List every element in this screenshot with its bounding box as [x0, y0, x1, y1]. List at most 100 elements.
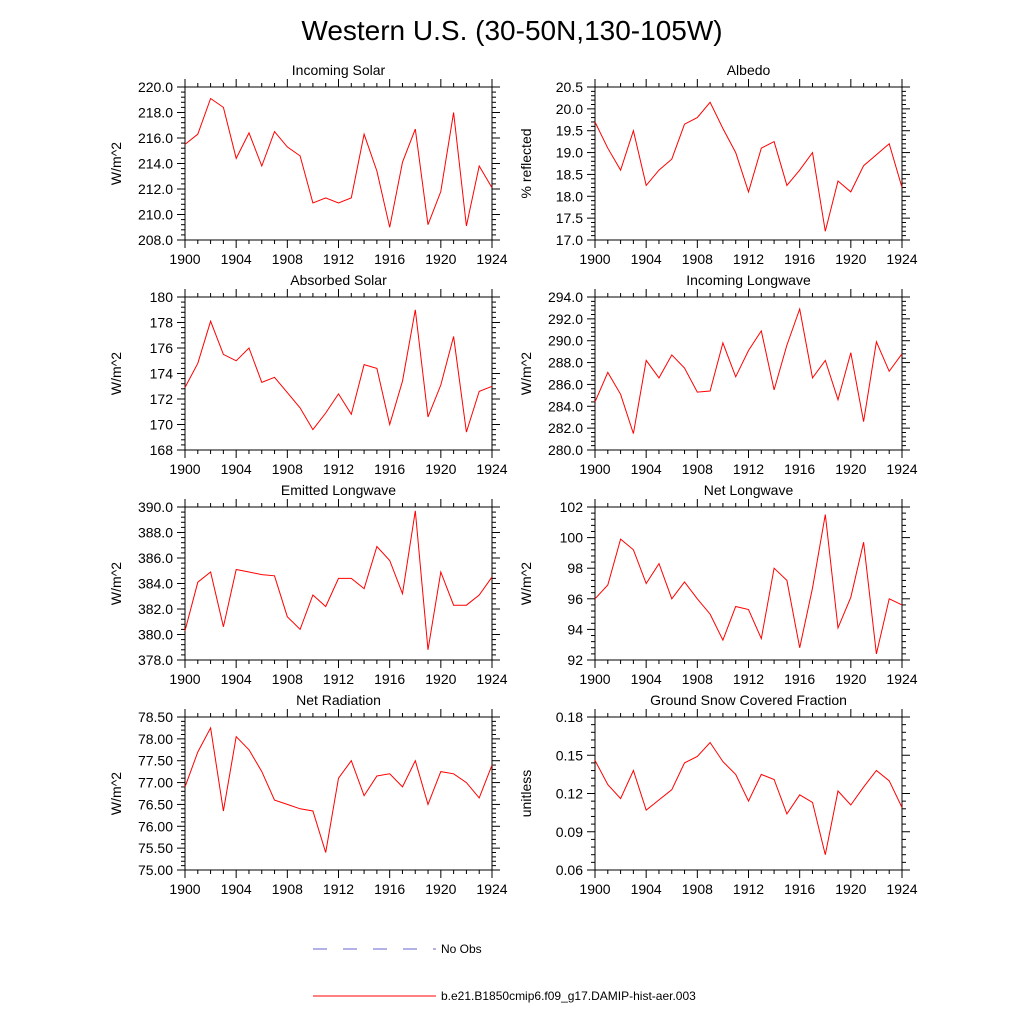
series-line — [184, 97, 493, 228]
legend: No Obs b.e21.B1850cmip6.f09_g17.DAMIP-hi… — [313, 942, 696, 1003]
chart-panel-0: 1900 1904 1908 1912 1916 1920 1924 208.0 210.0 21… — [108, 62, 508, 267]
x-tick-label: 1924 — [886, 671, 917, 687]
panel-title: Emitted Longwave — [281, 482, 396, 498]
x-tick-label: 1912 — [323, 881, 354, 897]
x-tick-label: 1908 — [682, 461, 713, 477]
y-tick-label: 378.0 — [138, 652, 173, 668]
y-axis-label: unitless — [518, 770, 534, 817]
y-tick-label: 384.0 — [138, 576, 173, 592]
chart-panel-3: 1900 1904 1908 1912 1916 1920 1924 280.0 282.0 28… — [518, 272, 918, 477]
x-tick-label: 1912 — [733, 251, 764, 267]
chart-panel-7: 1900 1904 1908 1912 1916 1920 1924 0.06 0.09 0.12… — [518, 692, 918, 897]
x-tick-label: 1924 — [886, 251, 917, 267]
y-tick-label: 292.0 — [548, 311, 583, 327]
y-tick-label: 96 — [567, 591, 583, 607]
y-tick-label: 174 — [150, 366, 174, 382]
x-tick-label: 1900 — [579, 461, 610, 477]
chart-panel-4: 1900 1904 1908 1912 1916 1920 1924 378.0 380.0 38… — [108, 482, 508, 687]
y-tick-label: 388.0 — [138, 525, 173, 541]
y-tick-label: 214.0 — [138, 156, 173, 172]
x-tick-label: 1912 — [323, 461, 354, 477]
x-tick-label: 1920 — [425, 251, 456, 267]
panel-title: Incoming Longwave — [686, 272, 811, 288]
series-line — [594, 514, 903, 655]
x-tick-label: 1900 — [579, 671, 610, 687]
y-tick-label: 78.50 — [138, 709, 173, 725]
y-tick-label: 0.12 — [556, 786, 583, 802]
x-tick-label: 1920 — [835, 881, 866, 897]
y-axis-label: W/m^2 — [518, 352, 534, 395]
x-tick-label: 1924 — [476, 251, 507, 267]
panel-title: Ground Snow Covered Fraction — [650, 692, 847, 708]
x-tick-label: 1920 — [425, 671, 456, 687]
chart-panel-6: 1900 1904 1908 1912 1916 1920 1924 75.00 75.50 76… — [108, 692, 508, 897]
y-tick-label: 76.00 — [138, 818, 173, 834]
x-tick-label: 1920 — [835, 671, 866, 687]
x-tick-label: 1920 — [835, 461, 866, 477]
y-tick-label: 280.0 — [548, 442, 583, 458]
chart-panel-1: 1900 1904 1908 1912 1916 1920 1924 17.0 17.5 18.0… — [518, 62, 918, 267]
y-tick-label: 172 — [150, 391, 174, 407]
y-tick-label: 294.0 — [548, 289, 583, 305]
y-tick-label: 19.0 — [556, 145, 583, 161]
panel-title: Net Longwave — [704, 482, 794, 498]
y-tick-label: 78.00 — [138, 731, 173, 747]
x-tick-label: 1908 — [272, 671, 303, 687]
y-axis-label: W/m^2 — [518, 562, 534, 605]
x-tick-label: 1900 — [579, 251, 610, 267]
y-tick-label: 19.5 — [556, 123, 583, 139]
panel-title: Net Radiation — [296, 692, 381, 708]
y-tick-label: 102 — [560, 499, 584, 515]
y-tick-label: 75.50 — [138, 840, 173, 856]
y-tick-label: 168 — [150, 442, 174, 458]
x-tick-label: 1924 — [476, 671, 507, 687]
y-tick-label: 178 — [150, 315, 174, 331]
x-tick-label: 1912 — [733, 461, 764, 477]
series-line — [184, 726, 493, 853]
x-tick-label: 1920 — [425, 881, 456, 897]
x-tick-label: 1904 — [631, 251, 662, 267]
x-tick-label: 1900 — [169, 461, 200, 477]
x-tick-label: 1904 — [221, 671, 252, 687]
x-tick-label: 1924 — [886, 461, 917, 477]
x-tick-label: 1916 — [374, 251, 405, 267]
y-tick-label: 170 — [150, 417, 174, 433]
y-tick-label: 282.0 — [548, 420, 583, 436]
series-line — [594, 741, 903, 855]
y-tick-label: 77.00 — [138, 775, 173, 791]
x-tick-label: 1916 — [374, 881, 405, 897]
x-tick-label: 1924 — [476, 881, 507, 897]
x-tick-label: 1904 — [631, 881, 662, 897]
y-axis-label: W/m^2 — [108, 772, 124, 815]
y-tick-label: 0.18 — [556, 709, 583, 725]
x-tick-label: 1916 — [374, 461, 405, 477]
y-tick-label: 286.0 — [548, 376, 583, 392]
y-tick-label: 18.0 — [556, 188, 583, 204]
x-tick-label: 1916 — [784, 461, 815, 477]
x-tick-label: 1916 — [374, 671, 405, 687]
x-tick-label: 1904 — [631, 671, 662, 687]
y-tick-label: 94 — [567, 621, 583, 637]
y-tick-label: 210.0 — [138, 207, 173, 223]
series-line — [594, 307, 903, 434]
y-tick-label: 212.0 — [138, 181, 173, 197]
y-tick-label: 0.09 — [556, 824, 583, 840]
x-tick-label: 1924 — [886, 881, 917, 897]
series-line — [184, 309, 493, 433]
legend-label-model: b.e21.B1850cmip6.f09_g17.DAMIP-hist-aer.… — [441, 989, 696, 1003]
legend-label-no-obs: No Obs — [441, 942, 482, 956]
x-tick-label: 1904 — [631, 461, 662, 477]
y-tick-label: 216.0 — [138, 130, 173, 146]
y-tick-label: 20.5 — [556, 79, 583, 95]
x-tick-label: 1908 — [682, 671, 713, 687]
y-tick-label: 17.0 — [556, 232, 583, 248]
y-tick-label: 386.0 — [138, 550, 173, 566]
y-tick-label: 76.50 — [138, 796, 173, 812]
panel-grid: 1900 1904 1908 1912 1916 1920 1924 208.0 210.0 21… — [108, 62, 918, 897]
panel-title: Absorbed Solar — [290, 272, 387, 288]
y-tick-label: 380.0 — [138, 627, 173, 643]
y-tick-label: 0.15 — [556, 747, 583, 763]
panel-title: Incoming Solar — [292, 62, 386, 78]
y-axis-label: W/m^2 — [108, 142, 124, 185]
